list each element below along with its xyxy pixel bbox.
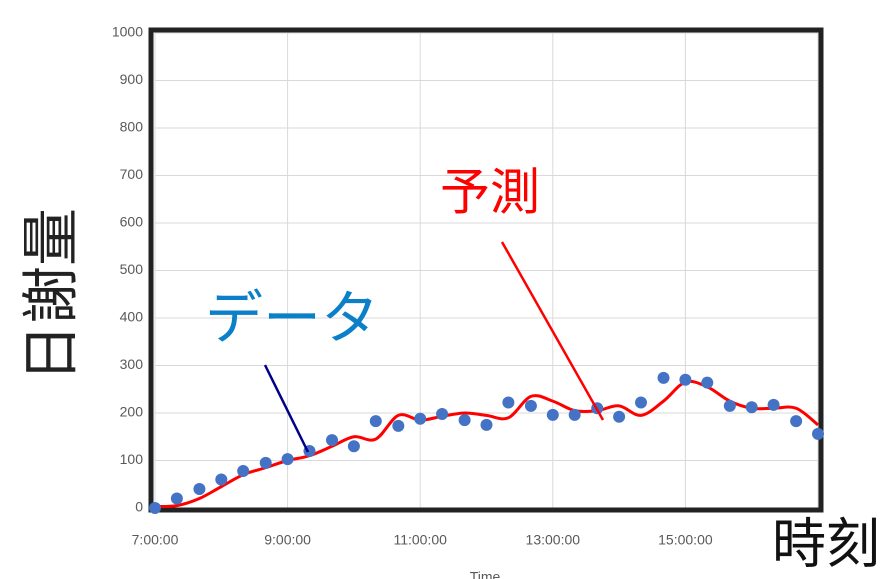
data-point (812, 427, 824, 440)
y-tick-label: 300 (120, 356, 144, 372)
data-point (657, 371, 670, 384)
series-annotation: 予測 (440, 164, 540, 222)
data-point (259, 456, 272, 469)
corner-label: 時刻 (772, 513, 880, 576)
plot-frame (148, 27, 824, 513)
data-point (149, 502, 161, 514)
y-tick-label: 500 (120, 261, 144, 277)
y-tick-label: 900 (120, 71, 144, 87)
data-point (392, 419, 405, 432)
series-annotation: データ (205, 284, 379, 352)
data-point (193, 483, 206, 495)
y-tick-label: 700 (120, 166, 144, 182)
data-point (281, 453, 294, 466)
data-point (480, 418, 493, 431)
x-tick-label: 7:00:00 (132, 532, 179, 548)
data-point (369, 415, 382, 428)
x-tick-label: 15:00:00 (658, 532, 713, 548)
data-point (745, 401, 758, 414)
data-point (790, 415, 803, 428)
annotation-arrow (263, 364, 310, 453)
data-point (458, 414, 471, 427)
data-point (347, 440, 360, 453)
data-point (723, 399, 736, 412)
data-point (170, 492, 183, 505)
data-point (546, 408, 559, 421)
annotation-arrow (500, 241, 605, 421)
data-point (237, 464, 250, 477)
x-tick-label: 9:00:00 (264, 532, 311, 548)
data-point (613, 410, 626, 423)
x-axis-title: Time (470, 569, 501, 579)
data-point (767, 398, 780, 411)
y-tick-label: 100 (120, 451, 144, 467)
data-point (679, 373, 692, 386)
x-tick-label: 13:00:00 (526, 532, 581, 548)
y-tick-label: 0 (135, 499, 143, 515)
data-point (326, 434, 339, 447)
data-point (215, 473, 228, 486)
y-tick-label: 600 (120, 214, 144, 230)
y-tick-label: 400 (120, 309, 144, 325)
data-point (502, 396, 515, 409)
data-point (634, 396, 647, 409)
y-tick-label: 200 (120, 404, 144, 420)
x-tick-label: 11:00:00 (393, 532, 447, 548)
corner-bg (762, 518, 888, 579)
prediction-line (154, 379, 819, 509)
data-point (414, 412, 427, 425)
y-axis-title: 日謝量 (17, 208, 85, 382)
y-tick-label: 1000 (112, 24, 143, 40)
data-point (436, 407, 449, 420)
y-tick-label: 800 (120, 119, 144, 135)
data-point (568, 408, 581, 421)
data-point (524, 399, 537, 412)
data-point (701, 376, 714, 389)
